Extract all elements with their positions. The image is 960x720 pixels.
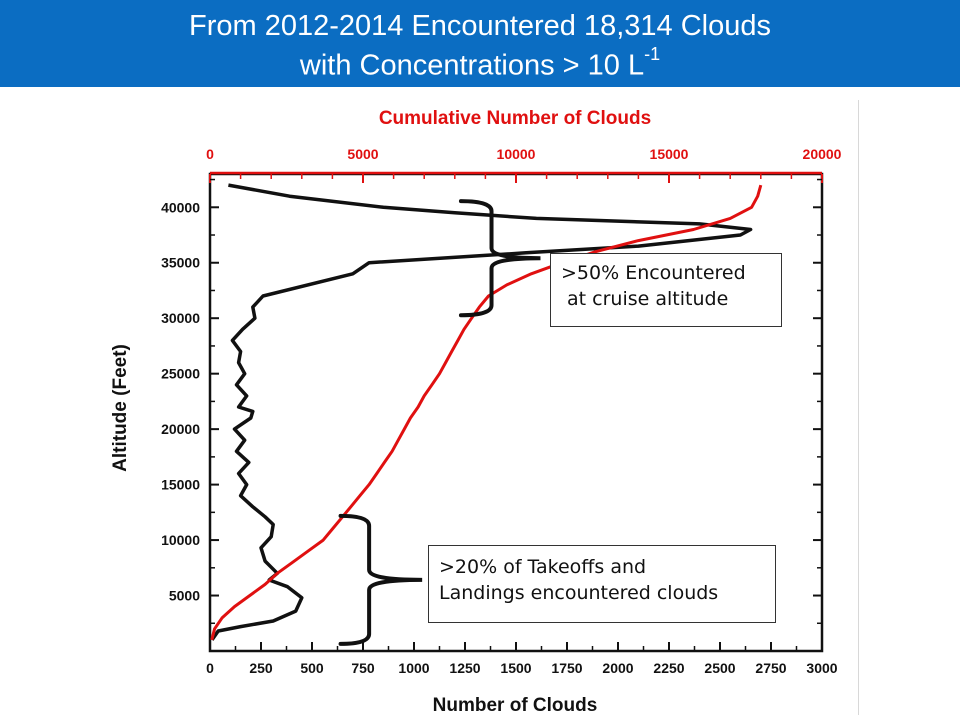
slide-border <box>858 100 859 715</box>
bottom-tick-label: 3000 <box>806 660 837 676</box>
bottom-tick-label: 1750 <box>551 660 582 676</box>
left-tick-label: 30000 <box>161 310 200 326</box>
takeoff-callout-line-2: Landings encountered clouds <box>439 582 719 604</box>
cruise-callout: >50% Encountered at cruise altitude <box>550 253 782 327</box>
left-tick-label: 20000 <box>161 421 200 437</box>
bottom-tick-label: 1500 <box>500 660 531 676</box>
title-line-2-text: with Concentrations > 10 L <box>299 49 645 82</box>
bottom-tick-label: 2750 <box>755 660 786 676</box>
bottom-tick-label: 2500 <box>704 660 735 676</box>
bottom-axis-title: Number of Clouds <box>433 695 598 716</box>
takeoff-callout-line-1: >20% of Takeoffs and <box>439 556 647 578</box>
top-tick-label: 15000 <box>650 146 689 162</box>
left-tick-label: 10000 <box>161 532 200 548</box>
left-tick-label: 25000 <box>161 366 200 382</box>
bottom-tick-label: 2000 <box>602 660 633 676</box>
cruise-callout-line-1: >50% Encountered <box>561 262 746 284</box>
top-tick-label: 20000 <box>803 146 842 162</box>
takeoff-callout: >20% of Takeoffs and Landings encountere… <box>428 545 776 623</box>
bottom-tick-label: 1250 <box>449 660 480 676</box>
top-axis-title: Cumulative Number of Clouds <box>379 108 651 129</box>
bottom-tick-label: 2250 <box>653 660 684 676</box>
title-banner: From 2012-2014 Encountered 18,314 Clouds… <box>0 0 960 87</box>
left-tick-label: 35000 <box>161 255 200 271</box>
top-tick-label: 10000 <box>497 146 536 162</box>
top-tick-label: 0 <box>206 146 214 162</box>
cruise-brace <box>458 199 541 318</box>
bottom-tick-label: 0 <box>206 660 214 676</box>
title-line-2: with Concentrations > 10 L-1 <box>0 44 960 83</box>
bottom-tick-label: 1000 <box>398 660 429 676</box>
bottom-tick-label: 250 <box>249 660 273 676</box>
top-tick-label: 5000 <box>347 146 378 162</box>
bottom-tick-label: 750 <box>351 660 375 676</box>
left-tick-label: 40000 <box>161 199 200 215</box>
bottom-tick-label: 500 <box>300 660 324 676</box>
title-line-1: From 2012-2014 Encountered 18,314 Clouds <box>189 10 771 42</box>
left-tick-label: 5000 <box>169 588 200 604</box>
left-tick-label: 15000 <box>161 477 200 493</box>
takeoff-landing-brace <box>338 513 423 646</box>
title-unit-superscript: -1 <box>644 44 661 64</box>
left-axis-title: Altitude (Feet) <box>110 344 131 472</box>
cruise-callout-line-2: at cruise altitude <box>561 288 729 310</box>
